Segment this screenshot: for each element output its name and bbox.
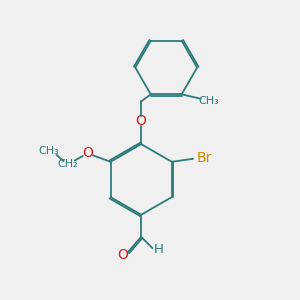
Text: O: O — [117, 248, 128, 262]
Text: CH₃: CH₃ — [199, 95, 219, 106]
Text: CH₃: CH₃ — [38, 146, 59, 156]
Text: O: O — [82, 146, 93, 160]
Text: CH₂: CH₂ — [57, 158, 78, 169]
Text: O: O — [136, 114, 147, 128]
Text: Br: Br — [196, 151, 212, 165]
Text: H: H — [153, 243, 163, 256]
